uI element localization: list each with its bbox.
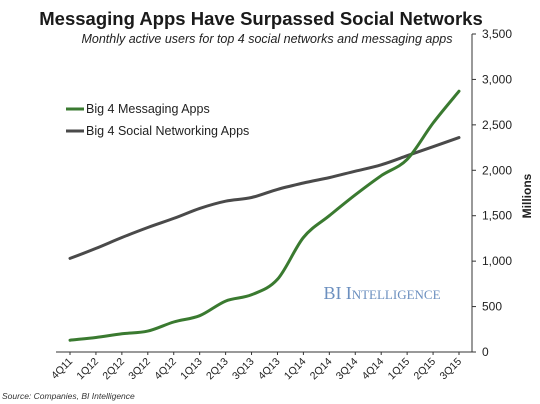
x-tick-label: 2Q14	[308, 356, 335, 383]
y-tick-label: 500	[482, 300, 502, 314]
source-note: Source: Companies, BI Intelligence	[2, 391, 135, 401]
legend-label-big-4-social-networking-apps: Big 4 Social Networking Apps	[86, 124, 249, 138]
legend: Big 4 Messaging Apps Big 4 Social Network…	[66, 102, 249, 138]
x-tick-label: 3Q12	[126, 356, 153, 383]
x-tick-label: 1Q15	[386, 356, 413, 383]
x-tick-label: 1Q14	[282, 356, 309, 383]
x-tick-label: 2Q13	[204, 356, 231, 383]
x-tick-label: 4Q11	[49, 356, 75, 382]
chart-title: Messaging Apps Have Surpassed Social Net…	[39, 8, 482, 29]
y-tick-label: 2,000	[482, 163, 512, 177]
x-tick-label: 1Q12	[74, 356, 101, 383]
series-group	[68, 89, 461, 342]
y-axis-label: Millions	[520, 173, 534, 218]
y-tick-label: 3,000	[482, 72, 512, 86]
x-tick-label: 4Q14	[360, 356, 387, 383]
x-tick-label: 3Q14	[334, 356, 361, 383]
chart-subtitle: Monthly active users for top 4 social ne…	[81, 32, 452, 46]
bi-intelligence-watermark: BI INTELLIGENCE	[323, 283, 440, 303]
x-tick-label: 3Q13	[230, 356, 257, 383]
x-tick-label: 4Q12	[152, 356, 179, 383]
y-tick-label: 2,500	[482, 118, 512, 132]
x-tick-label: 2Q12	[100, 356, 127, 383]
y-tick-label: 1,500	[482, 209, 512, 223]
series-line-big-4-messaging-apps	[68, 89, 461, 342]
legend-label-big-4-messaging-apps: Big 4 Messaging Apps	[86, 102, 210, 116]
x-tick-label: 3Q15	[437, 356, 464, 383]
x-tick-label: 1Q13	[178, 356, 205, 383]
y-tick-label: 3,500	[482, 27, 512, 41]
y-tick-label: 0	[482, 345, 489, 359]
x-tick-label: 4Q13	[256, 356, 283, 383]
y-tick-label: 1,000	[482, 254, 512, 268]
x-tick-label: 2Q15	[412, 356, 439, 383]
series-line-big-4-social-networking-apps	[68, 136, 461, 260]
